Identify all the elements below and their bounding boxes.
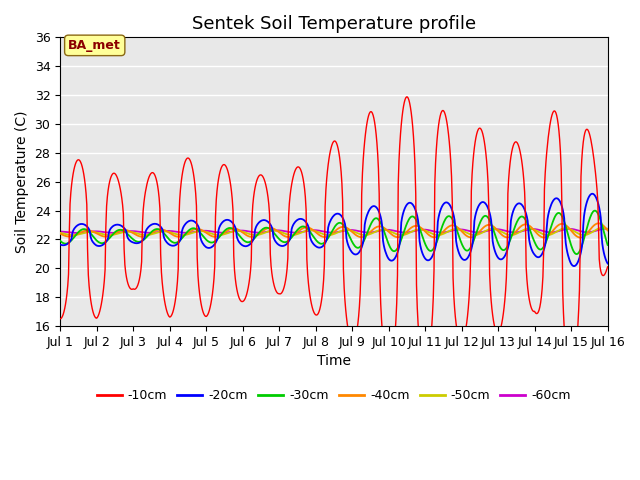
Title: Sentek Soil Temperature profile: Sentek Soil Temperature profile bbox=[192, 15, 476, 33]
Legend: -10cm, -20cm, -30cm, -40cm, -50cm, -60cm: -10cm, -20cm, -30cm, -40cm, -50cm, -60cm bbox=[92, 384, 576, 407]
Y-axis label: Soil Temperature (C): Soil Temperature (C) bbox=[15, 110, 29, 253]
Text: BA_met: BA_met bbox=[68, 39, 121, 52]
X-axis label: Time: Time bbox=[317, 354, 351, 368]
